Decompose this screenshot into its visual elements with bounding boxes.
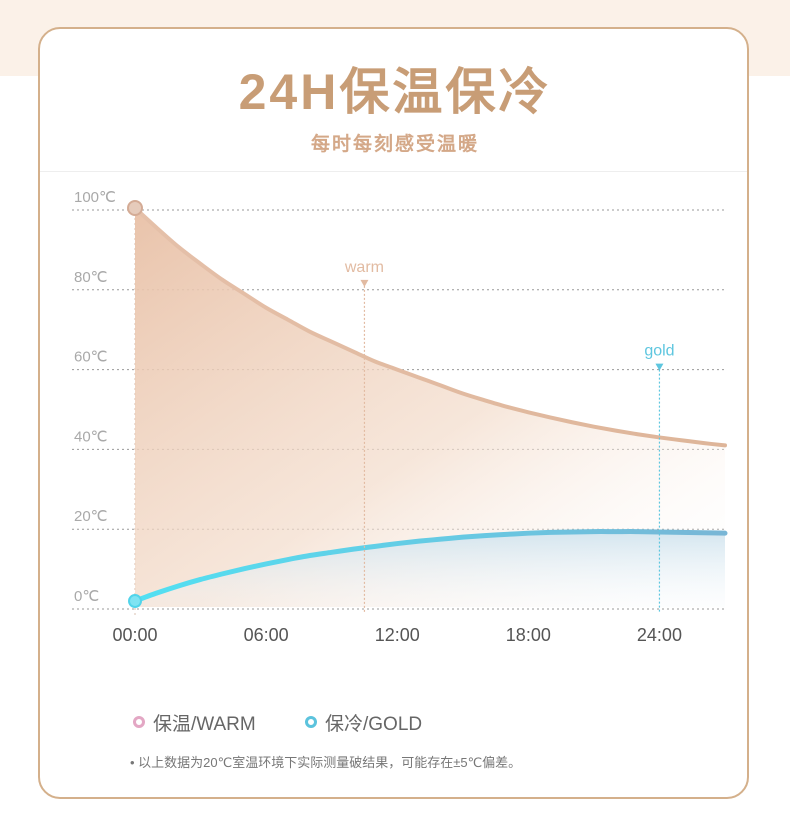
x-tick-label: 00:00 xyxy=(112,625,157,645)
y-tick-label: 80℃ xyxy=(74,269,108,286)
measurement-note: • 以上数据为20℃室温环境下实际测量破结果，可能存在±5℃偏差。 xyxy=(130,755,522,770)
y-tick-label: 40℃ xyxy=(74,428,108,445)
warm-area xyxy=(135,208,725,607)
legend-item-gold: 保冷/GOLD xyxy=(305,708,422,736)
legend-item-warm: 保温/WARM xyxy=(133,708,256,736)
x-tick-label: 18:00 xyxy=(506,625,551,645)
gold-area xyxy=(135,531,725,607)
legend-label-warm: 保温/WARM xyxy=(153,713,256,735)
y-tick-label: 100℃ xyxy=(74,189,116,206)
annotation-marker xyxy=(655,363,664,371)
gold-start-point xyxy=(128,594,142,609)
page-subtitle: 每时每刻感受温暖 xyxy=(310,134,479,155)
x-tick-label: 12:00 xyxy=(375,625,420,645)
gold-series-line xyxy=(132,529,728,604)
warm-start-point xyxy=(127,200,143,216)
y-tick-label: 20℃ xyxy=(74,508,108,525)
y-tick-label: 60℃ xyxy=(74,349,108,366)
y-tick-label: 0℃ xyxy=(74,588,99,605)
annotation-marker xyxy=(360,279,369,287)
warm-ring-icon xyxy=(133,716,145,728)
legend-label-gold: 保冷/GOLD xyxy=(325,713,423,735)
x-tick-label: 24:00 xyxy=(637,625,682,645)
annotation-label: gold xyxy=(644,343,674,360)
x-tick-label: 06:00 xyxy=(244,625,289,645)
warm-series-line xyxy=(133,206,727,448)
header-divider xyxy=(40,171,747,172)
gold-ring-icon xyxy=(305,716,317,728)
page-title: 24H保温保冷 xyxy=(238,64,552,120)
annotation-label: warm xyxy=(344,259,384,276)
